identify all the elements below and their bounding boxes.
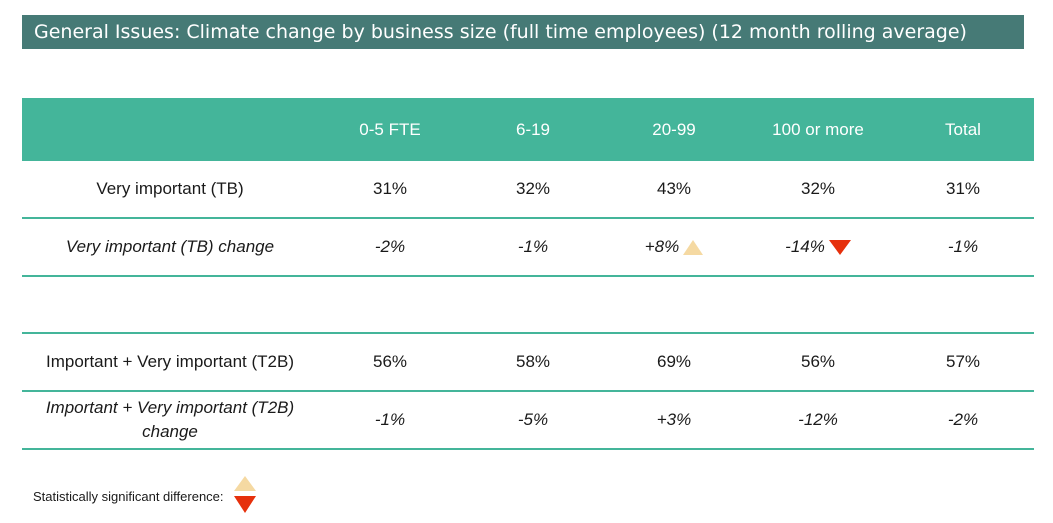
cell-value: -14% xyxy=(785,237,825,256)
row-label: Important + Very important (T2B) change xyxy=(45,398,295,441)
table-cell: -12% xyxy=(744,408,892,432)
table-cell: 31% xyxy=(892,179,1034,199)
table-cell: 32% xyxy=(462,179,604,199)
table-cell: -14% xyxy=(744,237,892,257)
table-cell: 32% xyxy=(744,179,892,199)
column-header: 6-19 xyxy=(515,119,551,139)
table-row: Important + Very important (T2B) 56% 58%… xyxy=(22,334,1034,392)
table-cell: 58% xyxy=(462,352,604,372)
cell-value: +3% xyxy=(656,410,692,429)
cell-value: 32% xyxy=(800,179,836,198)
cell-value: 57% xyxy=(945,352,981,371)
table-cell: +3% xyxy=(604,408,744,432)
cell-value: 31% xyxy=(372,179,408,198)
table-header: 0-5 FTE 6-19 20-99 100 or more Total xyxy=(22,98,1034,161)
cell-value: +8% xyxy=(644,237,680,256)
triangle-up-icon xyxy=(683,240,704,256)
cell-value: 31% xyxy=(945,179,981,198)
cell-value: -5% xyxy=(517,410,549,429)
row-spacer xyxy=(22,277,1034,334)
table-cell: -2% xyxy=(318,237,462,257)
data-table: 0-5 FTE 6-19 20-99 100 or more Total Ver… xyxy=(22,98,1034,450)
row-label: Very important (TB) xyxy=(96,179,244,198)
cell-value: -12% xyxy=(798,410,838,429)
table-row: Important + Very important (T2B) change … xyxy=(22,392,1034,450)
legend-label: Statistically significant difference: xyxy=(33,488,224,504)
table-cell: 31% xyxy=(318,179,462,199)
table-cell: -5% xyxy=(462,408,604,432)
column-header: 0-5 FTE xyxy=(359,119,421,139)
table-cell: 56% xyxy=(744,352,892,372)
table-cell: -1% xyxy=(892,237,1034,257)
table-cell: 69% xyxy=(604,352,744,372)
table-cell: +8% xyxy=(604,237,744,257)
table-row: Very important (TB) change -2% -1% +8% -… xyxy=(22,219,1034,277)
cell-value: -2% xyxy=(374,237,406,256)
triangle-up-icon xyxy=(233,476,256,491)
column-header: Total xyxy=(945,119,981,139)
column-header: 100 or more xyxy=(772,119,864,139)
cell-value: 56% xyxy=(800,352,836,371)
column-header: 20-99 xyxy=(652,119,696,139)
cell-value: -2% xyxy=(947,410,979,429)
cell-value: -1% xyxy=(947,237,979,256)
table-cell: -2% xyxy=(892,408,1034,432)
triangle-down-icon xyxy=(828,240,851,256)
cell-value: 43% xyxy=(656,179,692,198)
triangle-down-icon xyxy=(233,496,256,513)
cell-value: -1% xyxy=(517,237,549,256)
row-label: Very important (TB) change xyxy=(65,237,275,256)
cell-value: 58% xyxy=(515,352,551,371)
row-label: Important + Very important (T2B) xyxy=(45,352,294,371)
cell-value: 56% xyxy=(372,352,408,371)
table-row: Very important (TB) 31% 32% 43% 32% 31% xyxy=(22,161,1034,219)
legend-icons xyxy=(232,476,258,516)
legend: Statistically significant difference: xyxy=(33,476,258,516)
table-cell: 57% xyxy=(892,352,1034,372)
cell-value: 69% xyxy=(656,352,692,371)
cell-value: -1% xyxy=(374,410,406,429)
page-title: General Issues: Climate change by busine… xyxy=(22,15,1024,49)
table-cell: 56% xyxy=(318,352,462,372)
table-cell: -1% xyxy=(318,408,462,432)
table-cell: 43% xyxy=(604,179,744,199)
table-cell: -1% xyxy=(462,237,604,257)
cell-value: 32% xyxy=(515,179,551,198)
